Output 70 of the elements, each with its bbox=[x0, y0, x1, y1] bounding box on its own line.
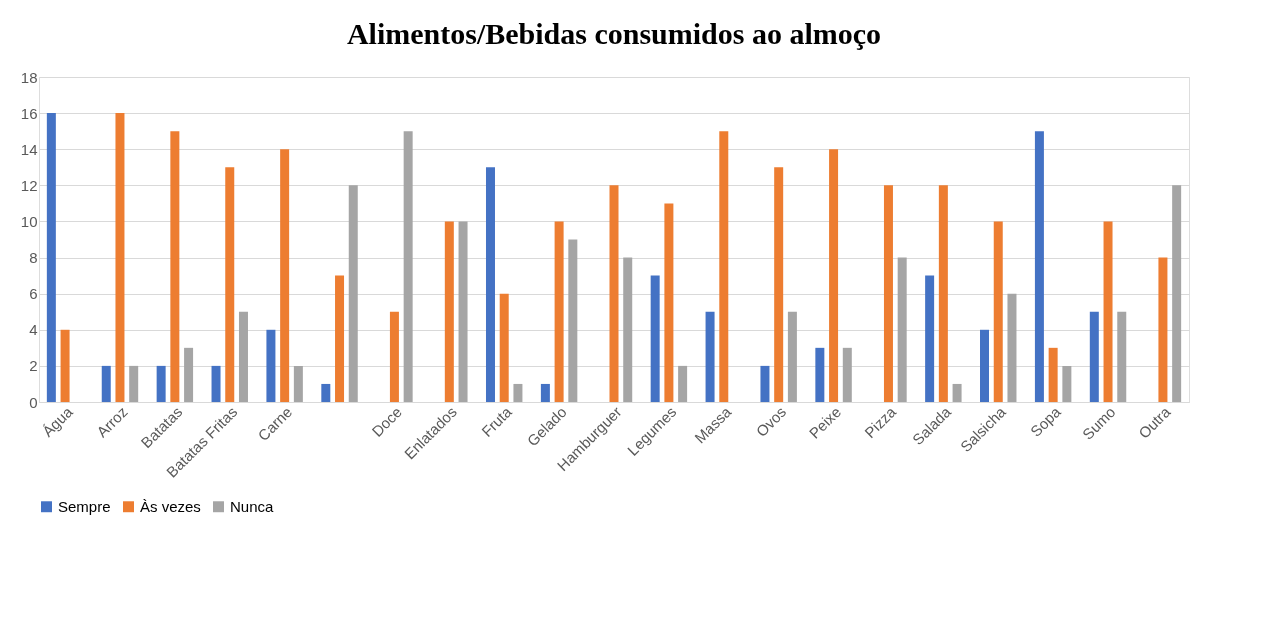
bar bbox=[1007, 293, 1017, 402]
bar bbox=[568, 239, 578, 402]
y-tick-label: 0 bbox=[29, 393, 38, 411]
bar bbox=[1062, 365, 1072, 402]
bar bbox=[499, 293, 509, 402]
bar bbox=[760, 365, 770, 402]
bar bbox=[623, 257, 633, 402]
bar bbox=[280, 149, 290, 402]
bar bbox=[829, 149, 839, 402]
bar bbox=[129, 365, 139, 402]
legend-label: Às vezes bbox=[140, 497, 201, 515]
y-tick-label: 12 bbox=[20, 176, 38, 194]
bar bbox=[705, 311, 715, 402]
bar bbox=[403, 131, 413, 402]
y-tick-label: 16 bbox=[20, 104, 38, 122]
bar bbox=[293, 365, 303, 402]
bar bbox=[1048, 347, 1058, 402]
y-tick-label: 6 bbox=[29, 285, 38, 303]
bar bbox=[321, 383, 331, 402]
y-tick-label: 4 bbox=[29, 321, 38, 339]
legend-label: Nunca bbox=[230, 497, 275, 515]
legend-label: Sempre bbox=[58, 497, 111, 515]
bar bbox=[485, 167, 495, 402]
bar bbox=[774, 167, 784, 402]
bar bbox=[156, 365, 166, 402]
bar bbox=[60, 329, 70, 402]
bar bbox=[170, 131, 180, 402]
bar bbox=[1103, 221, 1113, 402]
bar bbox=[678, 365, 688, 402]
bar bbox=[1089, 311, 1099, 402]
bar bbox=[815, 347, 825, 402]
bar bbox=[513, 383, 523, 402]
bar bbox=[211, 365, 221, 402]
bar bbox=[897, 257, 907, 402]
bar bbox=[925, 275, 935, 402]
bar bbox=[184, 347, 194, 402]
bar bbox=[883, 185, 893, 402]
bar bbox=[719, 131, 729, 402]
bar bbox=[225, 167, 235, 402]
bar bbox=[348, 185, 358, 402]
bar bbox=[952, 383, 962, 402]
bar bbox=[993, 221, 1003, 402]
bar bbox=[554, 221, 564, 402]
y-tick-label: 18 bbox=[20, 68, 38, 86]
bar bbox=[458, 221, 468, 402]
bar bbox=[540, 383, 550, 402]
bar bbox=[1158, 257, 1168, 402]
bar bbox=[266, 329, 276, 402]
bar bbox=[1117, 311, 1127, 402]
y-tick-label: 10 bbox=[20, 212, 38, 230]
bar bbox=[335, 275, 345, 402]
bar bbox=[609, 185, 619, 402]
bar bbox=[238, 311, 248, 402]
y-tick-label: 8 bbox=[29, 249, 38, 267]
bar bbox=[444, 221, 454, 402]
bar bbox=[1034, 131, 1044, 402]
bar bbox=[938, 185, 948, 402]
bar bbox=[46, 113, 56, 402]
bar bbox=[650, 275, 660, 402]
bar bbox=[1172, 185, 1182, 402]
bar bbox=[980, 329, 990, 402]
bar bbox=[101, 365, 111, 402]
bar bbox=[842, 347, 852, 402]
bar bbox=[787, 311, 797, 402]
y-tick-label: 14 bbox=[20, 140, 38, 158]
bar bbox=[115, 113, 125, 402]
y-tick-label: 2 bbox=[29, 357, 38, 375]
chart-title: Alimentos/Bebidas consumidos ao almoço bbox=[346, 17, 882, 50]
bar bbox=[664, 203, 674, 402]
bar bbox=[389, 311, 399, 402]
